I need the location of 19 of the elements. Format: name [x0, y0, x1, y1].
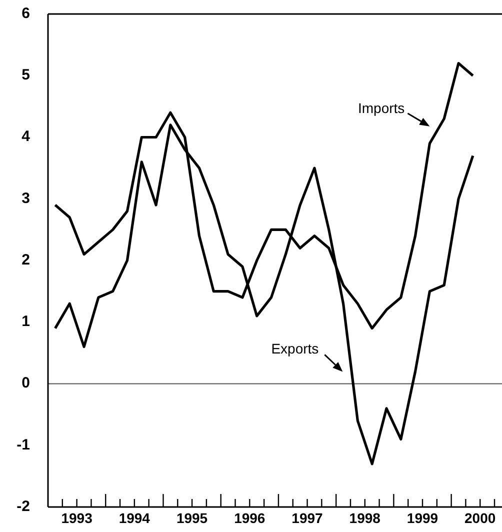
x-tick-label: 1993	[61, 510, 93, 526]
x-tick-label: 2000	[464, 510, 496, 526]
x-tick-label: 1996	[234, 510, 266, 526]
x-tick-label: 1994	[118, 510, 150, 526]
legend-label: Imports	[358, 100, 405, 116]
x-tick-label: 1997	[292, 510, 324, 526]
y-tick-label: -2	[16, 498, 30, 515]
y-tick-label: 3	[22, 190, 30, 207]
x-tick-label: 1998	[349, 510, 381, 526]
y-tick-label: 6	[22, 4, 30, 22]
y-tick-label: 2	[22, 251, 30, 268]
y-tick-label: 1	[22, 313, 30, 330]
x-tick-label: 1995	[176, 510, 208, 526]
y-tick-label: 0	[22, 374, 30, 392]
y-tick-label: 5	[22, 66, 30, 84]
x-tick-label: 1999	[406, 510, 438, 526]
text: Exports	[271, 340, 319, 356]
y-tick-label: 4	[22, 128, 31, 146]
y-tick-label: -1	[16, 436, 30, 454]
